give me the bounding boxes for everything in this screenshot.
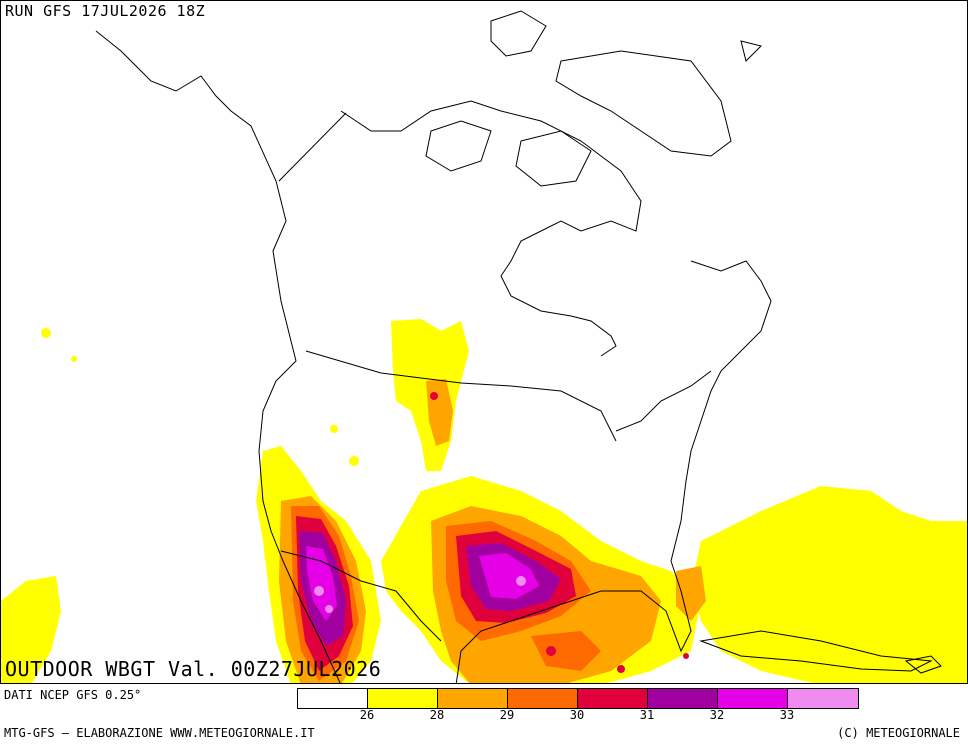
map-panel: RUN GFS 17JUL2026 18Z OUTDOOR WBGT Val. … xyxy=(0,0,968,684)
legend-swatch-5 xyxy=(648,689,718,708)
legend-tick-32: 32 xyxy=(709,708,725,722)
legend-swatch-4 xyxy=(578,689,648,708)
legend-tick-31: 31 xyxy=(639,708,655,722)
data-source-label: DATI NCEP GFS 0.25° xyxy=(4,688,142,702)
wbgt-magenta-areas xyxy=(306,546,539,621)
legend-tick-28: 28 xyxy=(429,708,445,722)
legend-swatch-2 xyxy=(438,689,508,708)
legend-ticks: 26 28 29 30 31 32 33 xyxy=(297,708,860,722)
legend-swatch-6 xyxy=(718,689,788,708)
legend-swatch-3 xyxy=(508,689,578,708)
legend-swatch-0 xyxy=(298,689,368,708)
coastlines xyxy=(95,10,942,683)
legend-tick-33: 33 xyxy=(779,708,795,722)
footer-credit: MTG-GFS — ELABORAZIONE WWW.METEOGIORNALE… xyxy=(4,726,315,740)
legend-tick-30: 30 xyxy=(569,708,585,722)
footer-copyright: (C) METEOGIORNALE xyxy=(837,726,960,740)
weather-map xyxy=(1,10,967,683)
field-title: OUTDOOR WBGT Val. 00Z27JUL2026 xyxy=(5,657,382,681)
legend-tick-29: 29 xyxy=(499,708,515,722)
legend-tick-26: 26 xyxy=(359,708,375,722)
borders xyxy=(278,112,617,642)
wbgt-pink-areas xyxy=(314,576,526,613)
color-legend xyxy=(297,688,859,709)
legend-swatch-7 xyxy=(788,689,858,708)
run-label: RUN GFS 17JUL2026 18Z xyxy=(5,2,206,20)
legend-swatch-1 xyxy=(368,689,438,708)
